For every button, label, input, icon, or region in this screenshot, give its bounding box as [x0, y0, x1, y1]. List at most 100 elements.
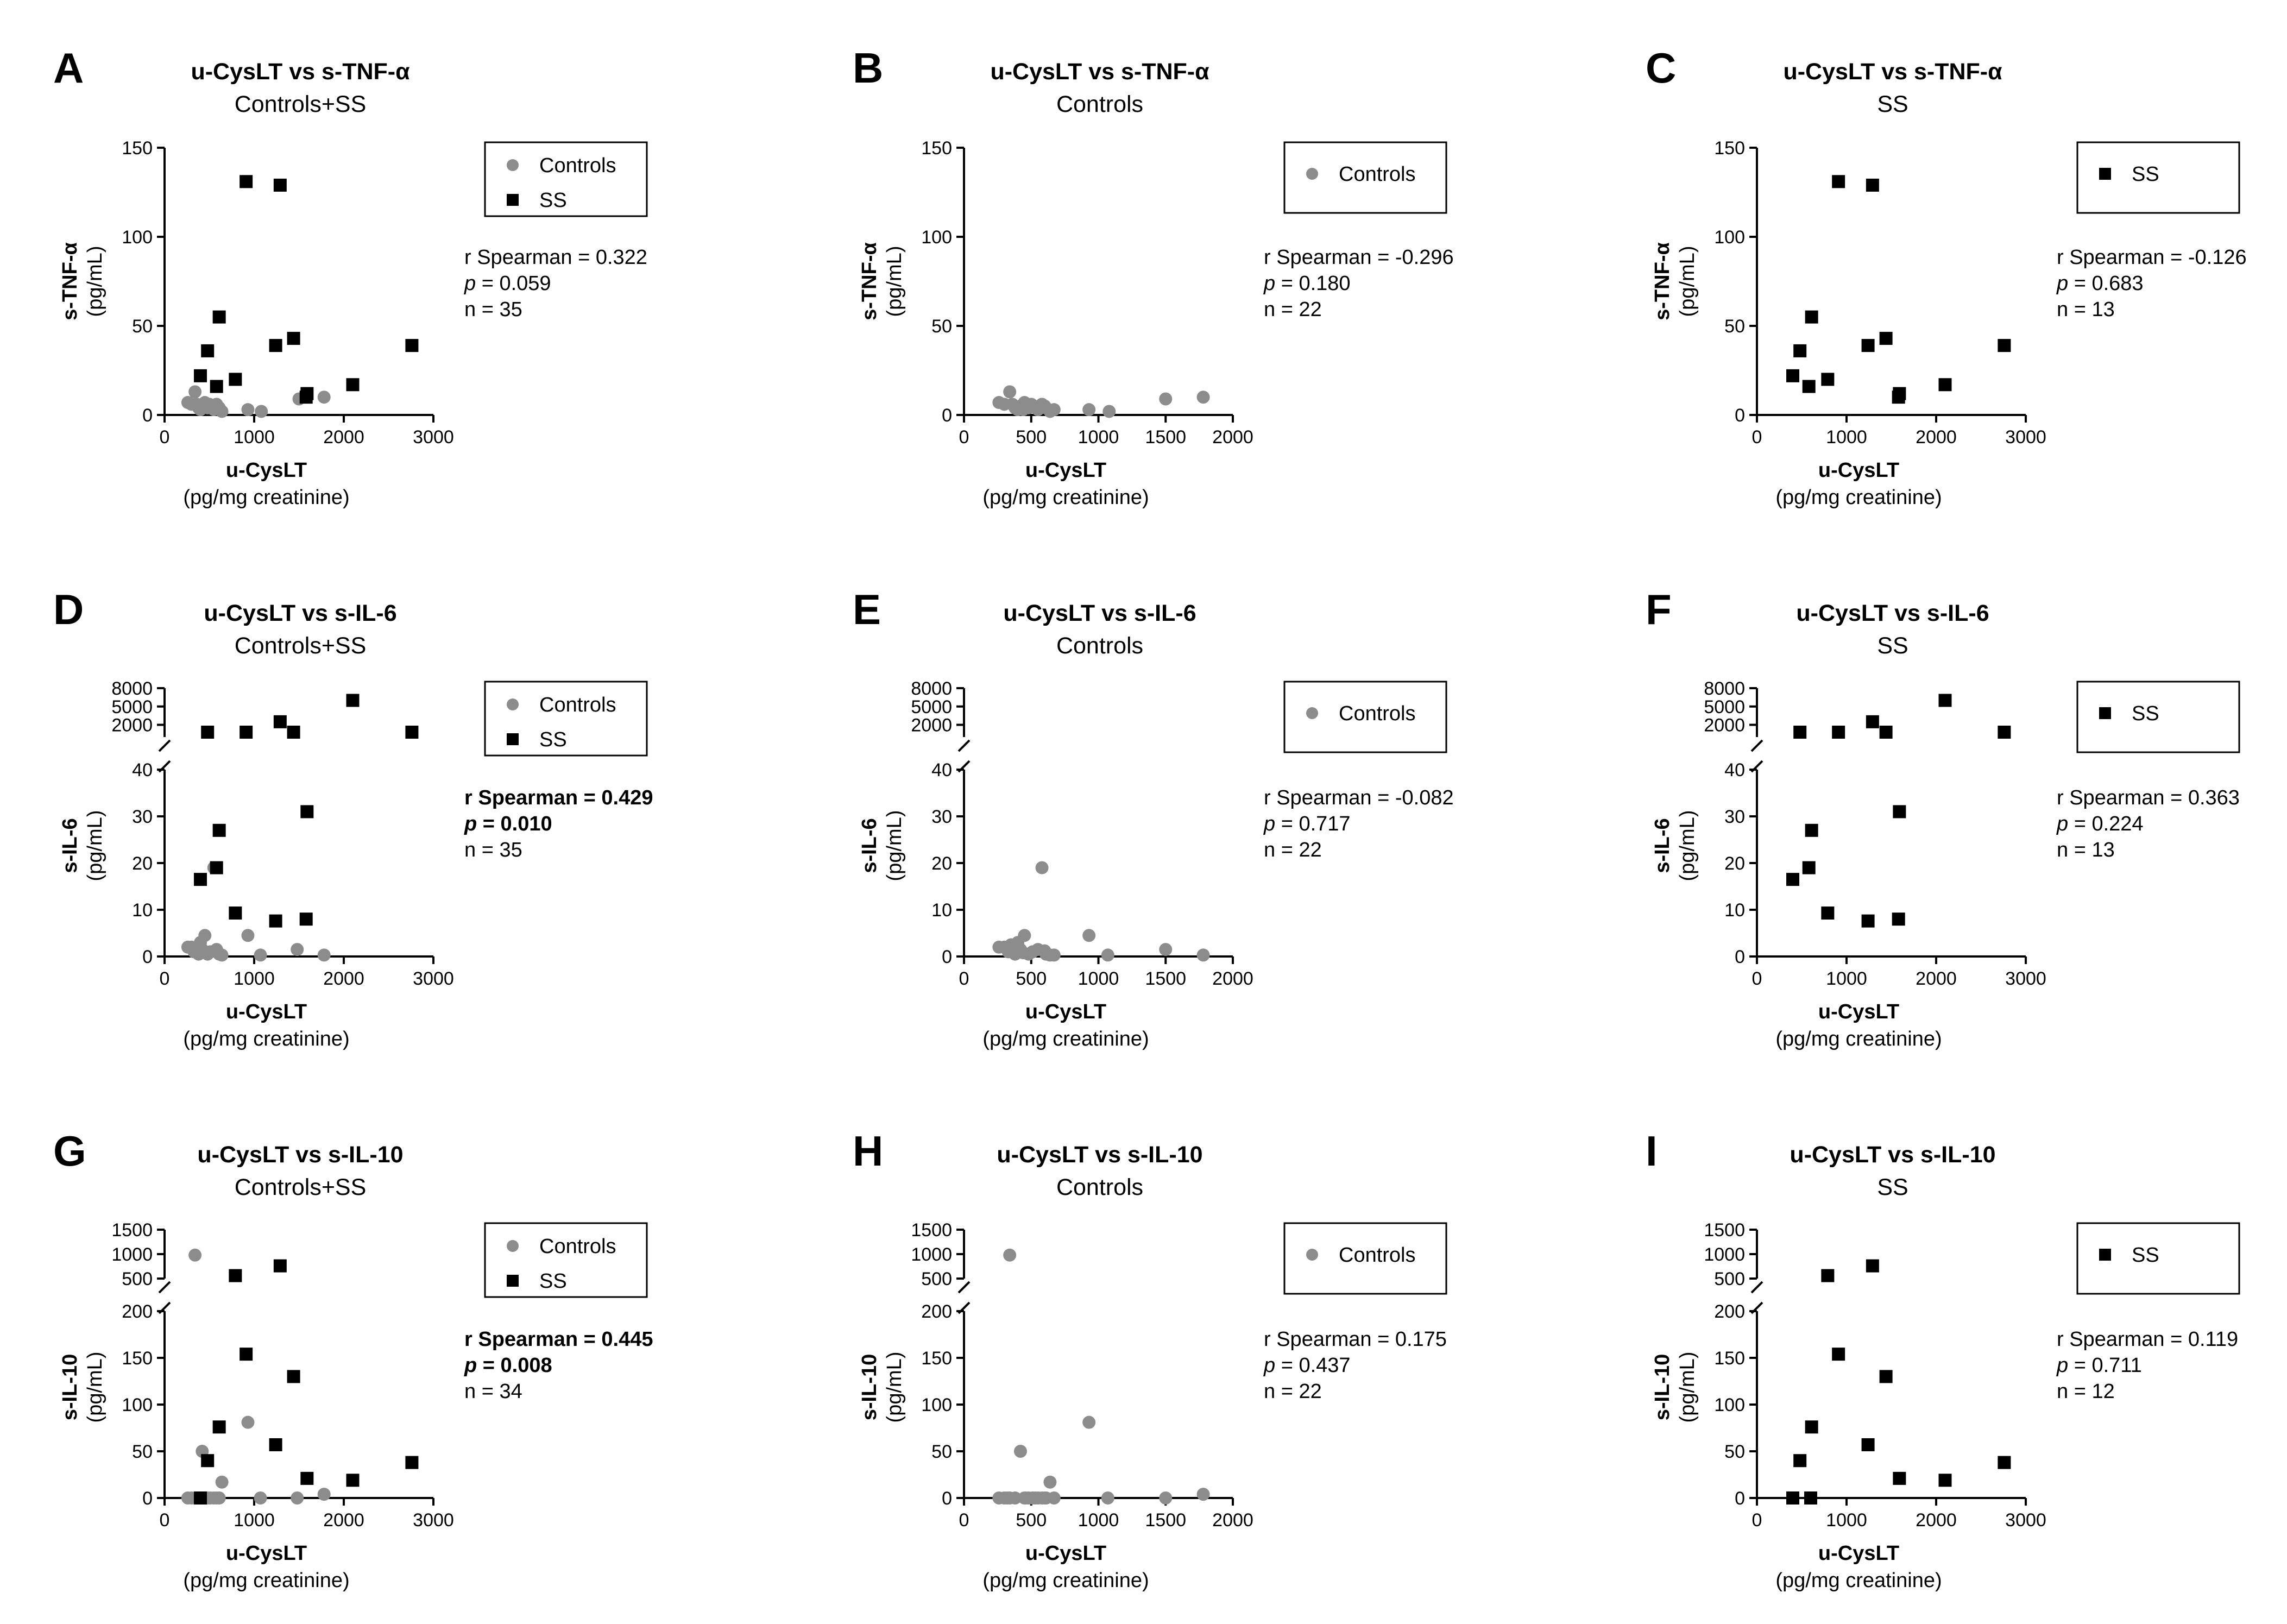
y-axis-label: s-IL-6 — [1651, 818, 1674, 873]
y-tick-label-upper: 1000 — [911, 1244, 952, 1265]
stat-p-value: p = 0.008 — [464, 1354, 552, 1377]
y-tick-label: 100 — [122, 227, 153, 248]
x-tick-label: 3000 — [413, 427, 454, 448]
panel-title: u-CysLT vs s-IL-10 — [997, 1142, 1202, 1168]
legend-label: Controls — [1339, 1244, 1416, 1267]
y-tick-label: 10 — [1724, 900, 1745, 921]
stat-n: n = 13 — [2057, 839, 2115, 861]
y-tick-label-upper: 1500 — [1704, 1220, 1745, 1241]
y-tick-label: 0 — [942, 1488, 952, 1509]
y-tick-label: 0 — [1735, 1488, 1745, 1509]
y-tick-label: 40 — [132, 760, 153, 780]
ss-point — [1866, 178, 1879, 192]
y-axis-unit: (pg/mL) — [84, 810, 106, 882]
panel-title: u-CysLT vs s-TNF-α — [1783, 59, 2002, 85]
ss-point — [1861, 1438, 1875, 1451]
axis-break-mark — [957, 739, 971, 752]
x-axis-unit: (pg/mg creatinine) — [183, 486, 349, 509]
x-tick-label: 2000 — [323, 1510, 364, 1531]
controls-point — [1003, 385, 1017, 399]
stat-p-value: p = 0.059 — [464, 272, 551, 295]
ss-point — [1938, 694, 1952, 707]
ss-point — [1938, 378, 1952, 392]
y-axis-label: s-IL-6 — [858, 818, 881, 873]
x-tick-label: 500 — [1016, 968, 1047, 989]
ss-point — [1786, 369, 1799, 382]
controls-point — [1159, 1491, 1173, 1505]
ss-point — [201, 1454, 215, 1468]
controls-point — [1082, 1415, 1096, 1429]
ss-point — [269, 914, 282, 928]
x-tick-label: 1000 — [234, 1510, 275, 1531]
stat-p-symbol: p — [464, 1354, 477, 1377]
y-tick-label: 150 — [1714, 1348, 1745, 1369]
panel-title: u-CysLT vs s-TNF-α — [990, 59, 1209, 85]
y-tick-label-upper: 1000 — [111, 1244, 153, 1265]
y-tick-label: 40 — [1724, 760, 1745, 780]
ss-point — [287, 1370, 300, 1383]
x-tick-label: 1000 — [1826, 1510, 1867, 1531]
controls-point — [241, 403, 255, 417]
ss-point — [229, 373, 242, 386]
ss-point — [1998, 726, 2011, 739]
axis-break-mark — [957, 1281, 971, 1294]
x-tick-label: 3000 — [413, 968, 454, 989]
x-axis-label: u-CysLT — [1818, 1542, 1899, 1565]
ss-point — [212, 1420, 226, 1434]
y-tick-label: 100 — [122, 1395, 153, 1415]
y-axis-unit: (pg/mL) — [84, 246, 106, 317]
x-tick-label: 3000 — [413, 1510, 454, 1531]
x-tick-label: 1000 — [234, 427, 275, 448]
ss-point — [1998, 1456, 2011, 1469]
x-tick-label: 1000 — [1826, 427, 1867, 448]
stat-p-value: p = 0.224 — [2056, 813, 2144, 835]
y-tick-label: 0 — [942, 405, 952, 426]
panel-subtitle: Controls — [1056, 633, 1143, 659]
y-tick-label: 100 — [921, 227, 952, 248]
stat-p-text: = 0.008 — [477, 1354, 552, 1377]
stat-r-spearman: r Spearman = 0.175 — [1264, 1328, 1447, 1351]
controls-point — [1018, 929, 1031, 942]
ss-point — [194, 369, 207, 382]
panel-label: B — [853, 44, 883, 92]
x-axis-label: u-CysLT — [1025, 1542, 1106, 1565]
stat-p-symbol: p — [1263, 813, 1275, 835]
ss-point — [201, 726, 215, 739]
ss-point — [1893, 387, 1906, 400]
controls-point — [215, 1475, 229, 1489]
ss-point — [194, 1491, 207, 1505]
ss-point — [201, 344, 215, 357]
controls-point — [317, 391, 331, 404]
y-tick-label-upper: 1500 — [111, 1220, 153, 1241]
y-tick-label-upper: 1500 — [911, 1220, 952, 1241]
ss-point — [300, 1471, 314, 1485]
panel-subtitle: Controls — [1056, 1174, 1143, 1200]
legend-label: Controls — [539, 694, 616, 716]
x-tick-label: 0 — [959, 1510, 969, 1531]
stat-p-symbol: p — [2056, 813, 2068, 835]
x-tick-label: 2000 — [1212, 968, 1253, 989]
x-tick-label: 1500 — [1145, 427, 1186, 448]
x-axis-unit: (pg/mg creatinine) — [982, 1569, 1149, 1592]
ss-point — [405, 339, 419, 353]
y-tick-label: 200 — [921, 1301, 952, 1322]
panel-title: u-CysLT vs s-TNF-α — [191, 59, 409, 85]
panel-label: C — [1646, 44, 1676, 92]
ss-point — [1832, 726, 1845, 739]
y-axis-unit: (pg/mL) — [883, 810, 906, 882]
ss-point — [1998, 339, 2011, 353]
stat-p-text: = 0.437 — [1275, 1354, 1350, 1377]
x-axis-label: u-CysLT — [226, 1542, 307, 1565]
x-axis-unit: (pg/mg creatinine) — [183, 1028, 349, 1050]
controls-point — [212, 1491, 226, 1505]
ss-point — [1802, 380, 1816, 393]
y-tick-label: 50 — [931, 316, 952, 337]
ss-point — [269, 339, 282, 353]
x-tick-label: 0 — [1752, 1510, 1762, 1531]
x-tick-label: 2000 — [1212, 1510, 1253, 1531]
ss-point — [229, 907, 242, 920]
ss-point — [405, 726, 419, 739]
